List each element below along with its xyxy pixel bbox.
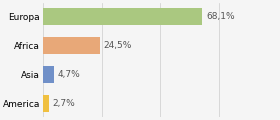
Text: 4,7%: 4,7% [57, 70, 80, 79]
Bar [43, 66, 54, 83]
Bar [43, 8, 202, 25]
Bar [43, 95, 49, 112]
Text: 24,5%: 24,5% [104, 41, 132, 50]
Text: 68,1%: 68,1% [206, 12, 235, 21]
Bar [43, 37, 100, 54]
Text: 2,7%: 2,7% [53, 99, 76, 108]
